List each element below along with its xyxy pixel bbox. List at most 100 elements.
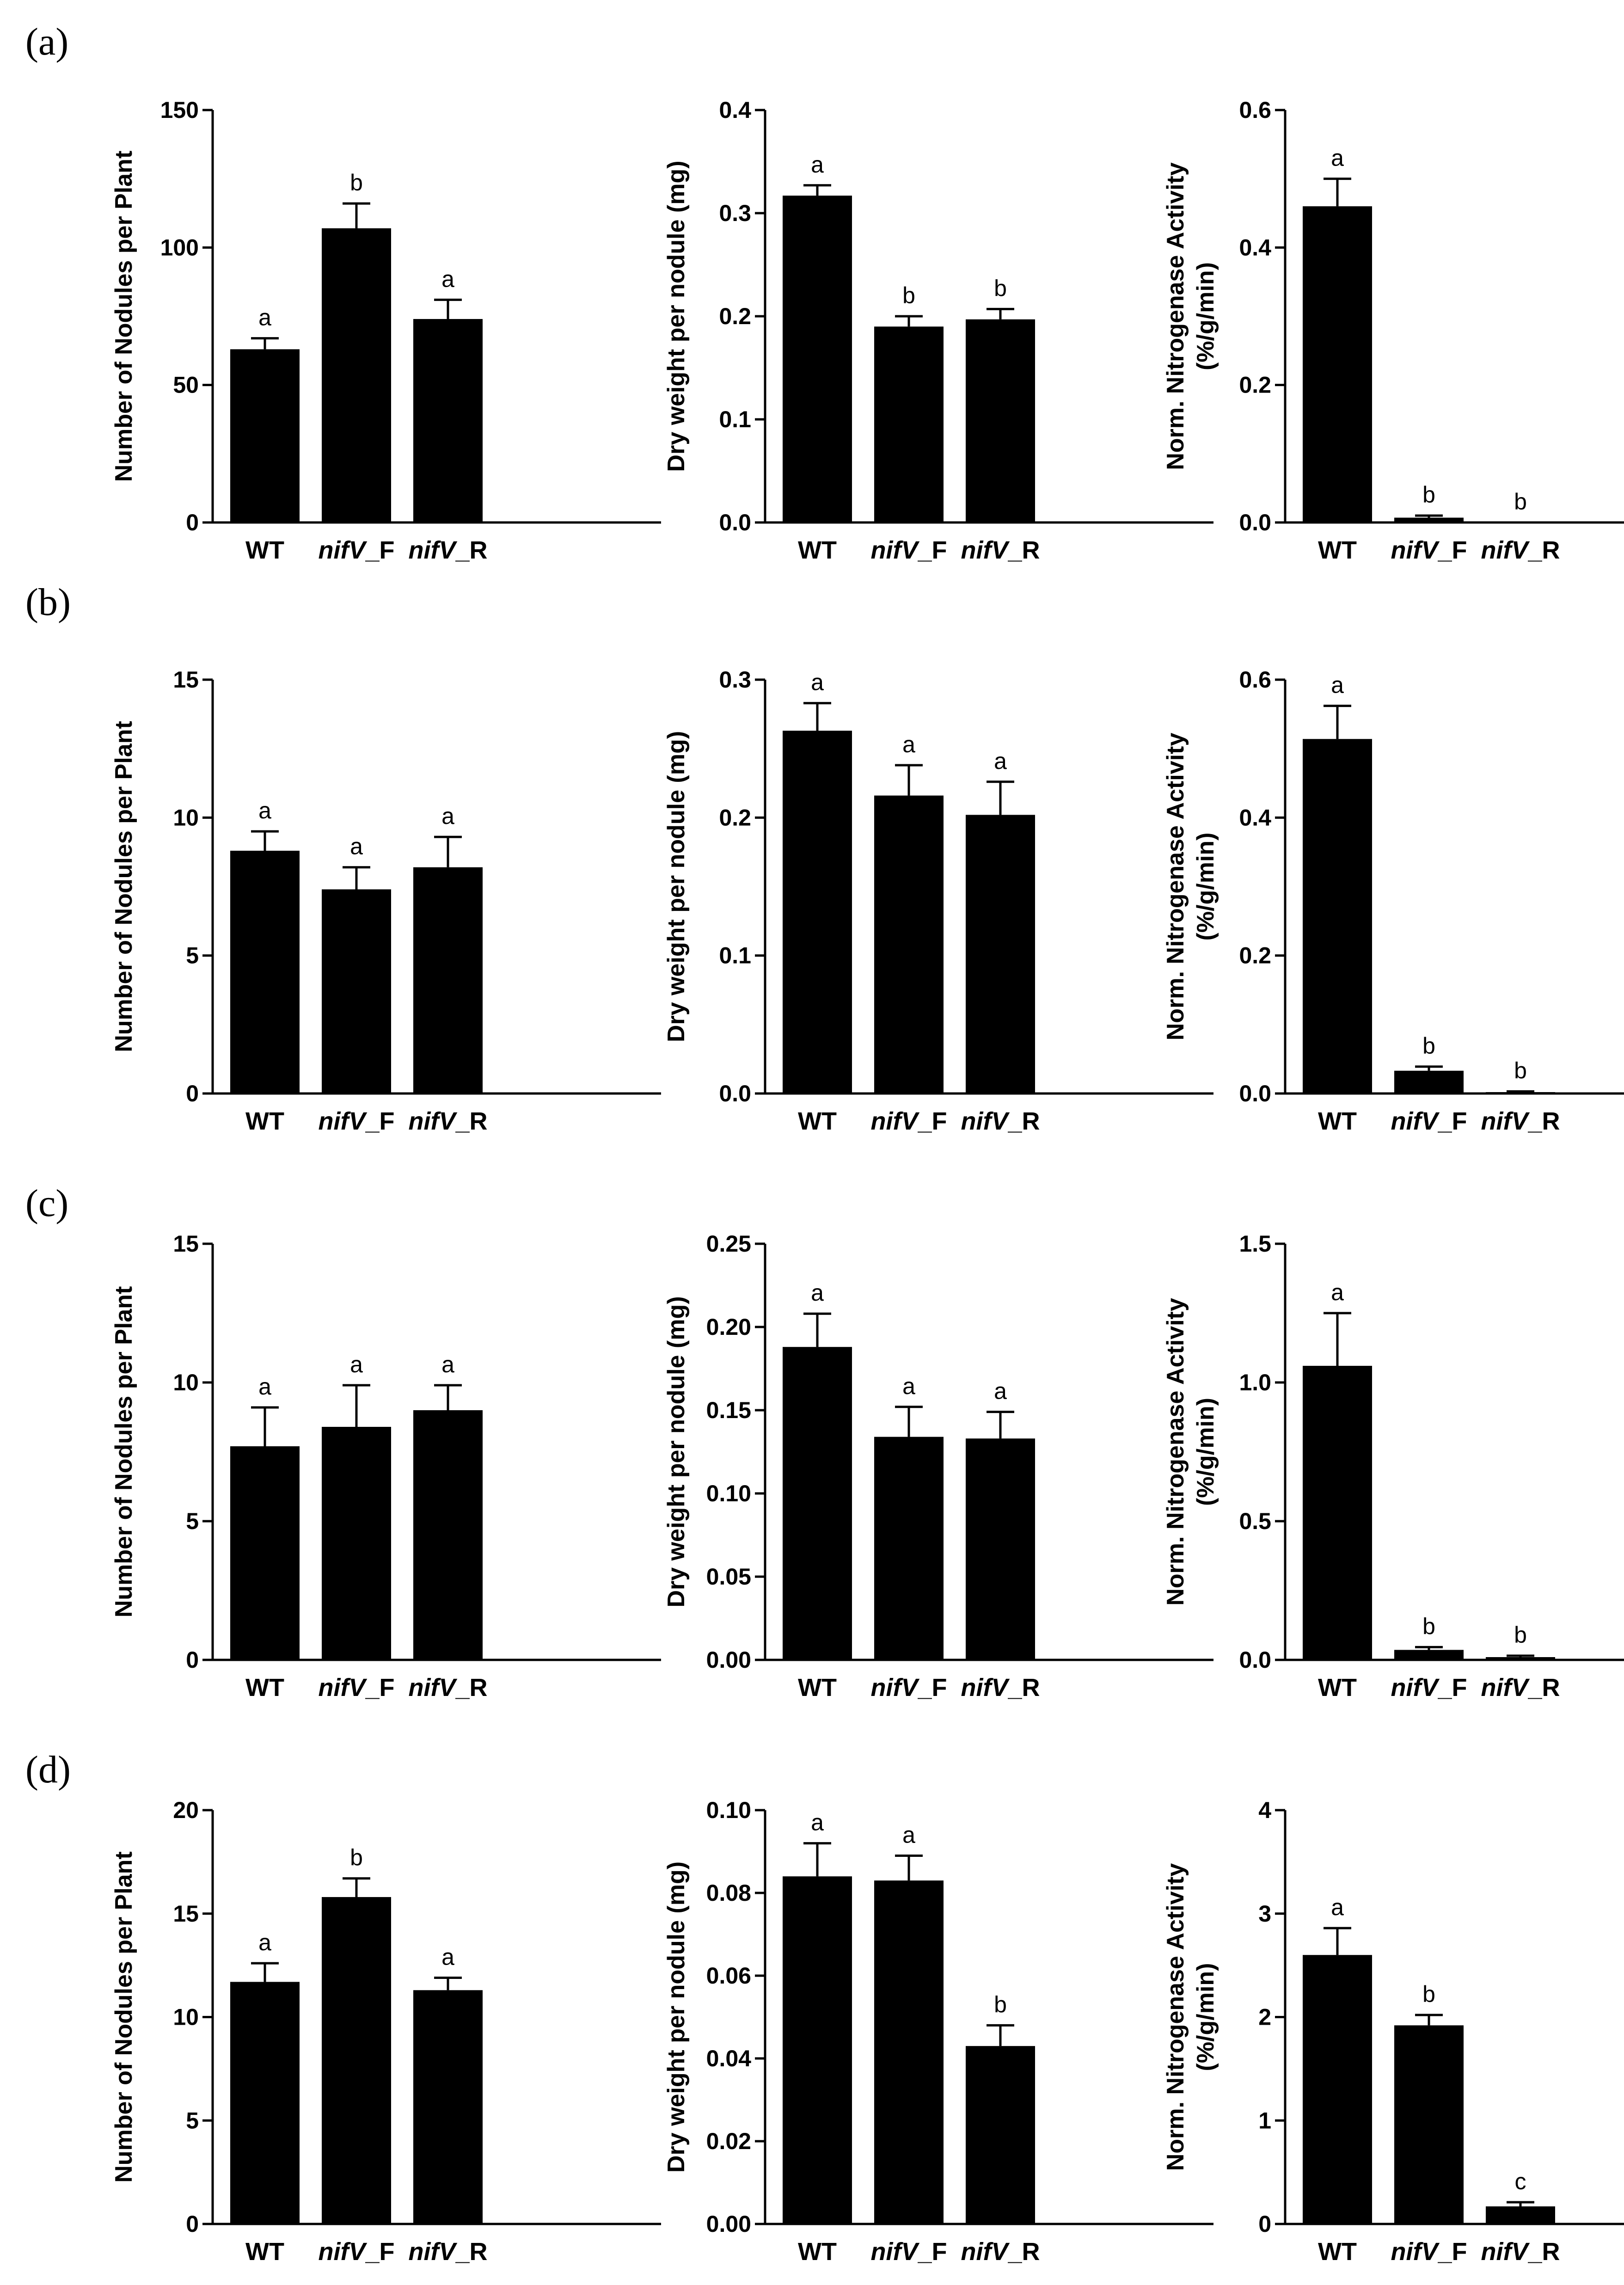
chart-4-2-ytick-label: 0.04 bbox=[706, 2045, 752, 2071]
chart-4-2-bar-1 bbox=[783, 1876, 852, 2224]
chart-2-1-sig-2: a bbox=[350, 834, 363, 860]
chart-2-3-ytick-label: 0.6 bbox=[1239, 667, 1271, 693]
chart-3-1-category-label-3: nifV_R bbox=[408, 1674, 487, 1701]
chart-2-2-ytick-label: 0.3 bbox=[719, 667, 751, 693]
chart-2-2-ytick-label: 0.2 bbox=[719, 805, 751, 830]
chart-3-3-bar-2 bbox=[1394, 1650, 1464, 1660]
chart-2-1-category-label-2: nifV_F bbox=[318, 1107, 394, 1135]
chart-4-3-ytick-label: 0 bbox=[1258, 2211, 1271, 2237]
chart-2-3-ytick-label: 0.2 bbox=[1239, 943, 1271, 969]
chart-1-2-ytick-label: 0.4 bbox=[719, 97, 751, 123]
chart-1-1-sig-1: a bbox=[258, 305, 271, 331]
chart-4-1-ytick-label: 15 bbox=[173, 1901, 199, 1927]
chart-3-3-ytick-label: 1.0 bbox=[1239, 1370, 1271, 1395]
chart-4-3-sig-3: c bbox=[1515, 2168, 1526, 2194]
chart-2-3-sig-2: b bbox=[1422, 1033, 1435, 1059]
chart-1-3-ytick-label: 0.6 bbox=[1239, 97, 1271, 123]
chart-2-1-ytick-label: 10 bbox=[173, 805, 199, 830]
chart-1-3-ytick-label: 0.0 bbox=[1239, 510, 1271, 535]
chart-1-1-sig-2: b bbox=[350, 170, 363, 196]
chart-1-2-ytick-label: 0.1 bbox=[719, 406, 751, 432]
chart-3-3-bar-1 bbox=[1303, 1366, 1372, 1660]
chart-3-1-ytick-label: 5 bbox=[186, 1508, 199, 1534]
chart-4-2-category-label-3: nifV_R bbox=[961, 2238, 1040, 2266]
chart-4-2-sig-3: b bbox=[994, 1991, 1007, 2017]
chart-2-3-ytick-label: 0.0 bbox=[1239, 1081, 1271, 1106]
chart-2-2-ylabel: Dry weight per nodule (mg) bbox=[663, 731, 690, 1042]
chart-4-1-ytick-label: 5 bbox=[186, 2107, 199, 2133]
chart-1-1-ytick-label: 150 bbox=[160, 97, 199, 123]
chart-2-3-sig-1: a bbox=[1331, 672, 1344, 698]
chart-3-3-ytick-label: 1.5 bbox=[1239, 1231, 1271, 1257]
chart-4-1-bar-2 bbox=[322, 1897, 391, 2224]
chart-4-2-ytick-label: 0.02 bbox=[706, 2128, 751, 2154]
chart-2-3: 0.0 0.2 0.4 0.6 Norm. Nitrogenase Activity (%… bbox=[1162, 667, 1624, 1135]
panel-label-b: (b) bbox=[25, 581, 71, 624]
chart-2-3-bar-2 bbox=[1394, 1070, 1464, 1093]
chart-4-3: 0 1 2 3 4 Norm. Nitrogenase Activity (%/g/min)… bbox=[1162, 1797, 1624, 2266]
chart-3-3-ylabel: Norm. Nitrogenase Activity bbox=[1162, 1298, 1189, 1606]
chart-4-1-category-label-3: nifV_R bbox=[408, 2238, 487, 2266]
chart-3-3: 0.0 0.5 1.0 1.5 Norm. Nitrogenase Activity (%… bbox=[1162, 1231, 1624, 1701]
chart-3-3-sig-2: b bbox=[1422, 1613, 1435, 1639]
chart-3-3-category-label-2: nifV_F bbox=[1391, 1674, 1467, 1701]
chart-2-2-category-label-1: WT bbox=[798, 1107, 837, 1135]
chart-1-3: 0.0 0.2 0.4 0.6 Norm. Nitrogenase Activity (%… bbox=[1162, 97, 1624, 564]
chart-1-3-sig-2: b bbox=[1422, 482, 1435, 508]
chart-3-2-sig-2: a bbox=[902, 1373, 915, 1399]
chart-4-3-category-label-1: WT bbox=[1318, 2238, 1357, 2266]
chart-4-3-category-label-3: nifV_R bbox=[1481, 2238, 1560, 2266]
chart-4-3-sig-1: a bbox=[1331, 1894, 1344, 1920]
chart-1-3-sig-3: b bbox=[1514, 489, 1527, 515]
chart-3-1-bar-2 bbox=[322, 1427, 391, 1660]
chart-3-1-bar-1 bbox=[230, 1446, 300, 1660]
chart-3-2-sig-1: a bbox=[811, 1280, 824, 1306]
chart-2-1-ytick-label: 5 bbox=[186, 943, 199, 969]
chart-3-2-ytick-label: 0.15 bbox=[706, 1397, 751, 1423]
chart-1-2: 0.0 0.1 0.2 0.3 0.4 Dry weight per nodule (mg… bbox=[663, 97, 1213, 564]
chart-1-1-category-label-1: WT bbox=[245, 536, 284, 564]
chart-1-1-ytick-label: 50 bbox=[173, 372, 199, 398]
chart-4-1-bar-3 bbox=[413, 1990, 483, 2224]
chart-2-1-bar-1 bbox=[230, 850, 300, 1093]
chart-4-1-ytick-label: 20 bbox=[173, 1797, 199, 1823]
chart-1-1-sig-3: a bbox=[441, 266, 454, 292]
chart-2-3-category-label-2: nifV_F bbox=[1391, 1107, 1467, 1135]
chart-3-3-ytick-label: 0.0 bbox=[1239, 1647, 1271, 1673]
chart-2-1-category-label-1: WT bbox=[245, 1107, 284, 1135]
chart-1-3-category-label-2: nifV_F bbox=[1391, 536, 1467, 564]
chart-1-1-bar-2 bbox=[322, 228, 391, 522]
chart-2-3-bar-1 bbox=[1303, 739, 1372, 1093]
chart-1-2-ytick-label: 0.3 bbox=[719, 200, 751, 226]
chart-2-1-bar-2 bbox=[322, 889, 391, 1093]
chart-3-2-category-label-2: nifV_F bbox=[870, 1674, 947, 1701]
chart-1-2-ylabel: Dry weight per nodule (mg) bbox=[663, 160, 690, 472]
chart-1-3-category-label-1: WT bbox=[1318, 536, 1357, 564]
chart-4-1-category-label-1: WT bbox=[245, 2238, 284, 2266]
chart-3-1-sig-2: a bbox=[350, 1351, 363, 1377]
chart-4-1-ylabel: Number of Nodules per Plant bbox=[110, 1851, 137, 2183]
chart-4-2-sig-1: a bbox=[811, 1810, 824, 1836]
chart-1-1-ylabel: Number of Nodules per Plant bbox=[110, 151, 137, 482]
chart-2-2-category-label-2: nifV_F bbox=[870, 1107, 947, 1135]
chart-4-3-ylabel-units: (%/g/min) bbox=[1192, 1963, 1219, 2071]
chart-3-3-category-label-3: nifV_R bbox=[1481, 1674, 1560, 1701]
chart-1-2-category-label-1: WT bbox=[798, 536, 837, 564]
chart-2-2: 0.0 0.1 0.2 0.3 Dry weight per nodule (mg) a W… bbox=[663, 667, 1213, 1135]
chart-1-3-ylabel-units: (%/g/min) bbox=[1192, 262, 1219, 370]
chart-2-3-category-label-3: nifV_R bbox=[1481, 1107, 1560, 1135]
chart-4-3-ylabel: Norm. Nitrogenase Activity bbox=[1162, 1863, 1189, 2171]
chart-1-3-ytick-label: 0.4 bbox=[1239, 234, 1271, 260]
chart-1-3-ytick-label: 0.2 bbox=[1239, 372, 1271, 398]
chart-1-2-bar-3 bbox=[966, 319, 1035, 522]
chart-3-3-sig-1: a bbox=[1331, 1279, 1344, 1305]
chart-4-2-ytick-label: 0.06 bbox=[706, 1963, 751, 1989]
chart-1-2-ytick-label: 0.0 bbox=[719, 510, 751, 535]
chart-2-1: 0 5 10 15 Number of Nodules per Plant a WT a nif… bbox=[110, 667, 661, 1135]
chart-2-3-category-label-1: WT bbox=[1318, 1107, 1357, 1135]
chart-1-3-category-label-3: nifV_R bbox=[1481, 536, 1560, 564]
chart-1-3-bar-2 bbox=[1394, 517, 1464, 522]
chart-1-3-bar-1 bbox=[1303, 206, 1372, 523]
chart-1-2-bar-2 bbox=[874, 326, 944, 522]
